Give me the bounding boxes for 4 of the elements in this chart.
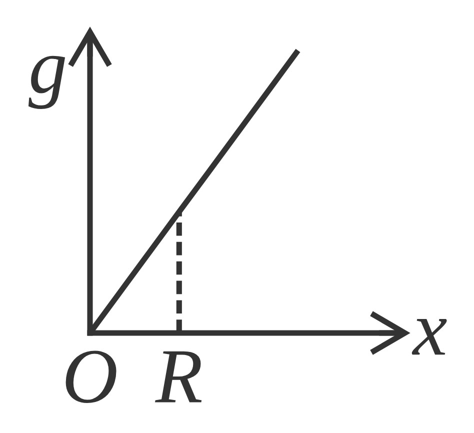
x-tick-label: R (154, 351, 202, 402)
x-tick-label: O (66, 350, 116, 404)
x-axis-title: x (412, 318, 447, 355)
y-axis-title: g (28, 56, 66, 110)
